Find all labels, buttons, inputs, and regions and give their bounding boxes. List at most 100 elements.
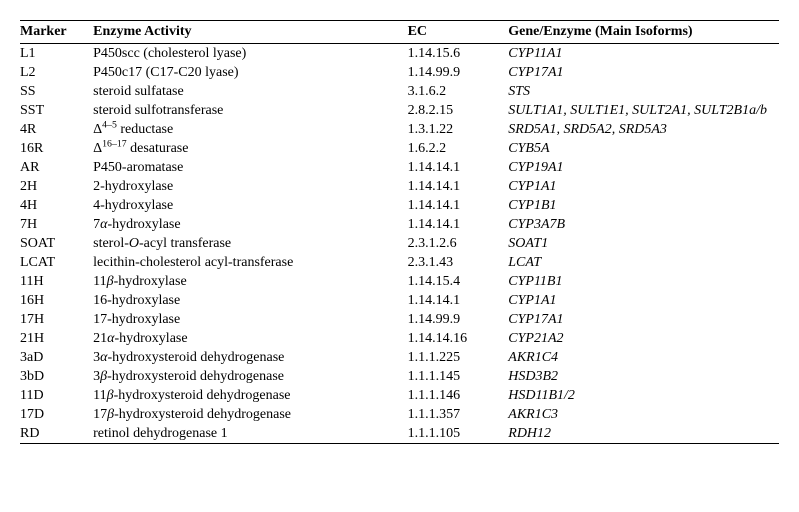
cell-marker: RD bbox=[20, 424, 93, 444]
cell-gene: CYP1A1 bbox=[508, 177, 779, 196]
cell-ec: 1.1.1.145 bbox=[408, 367, 509, 386]
cell-gene: CYP19A1 bbox=[508, 158, 779, 177]
cell-ec: 1.1.1.105 bbox=[408, 424, 509, 444]
cell-gene: AKR1C4 bbox=[508, 348, 779, 367]
cell-activity: P450scc (cholesterol lyase) bbox=[93, 44, 407, 64]
cell-gene: CYP17A1 bbox=[508, 63, 779, 82]
table-row: ARP450-aromatase1.14.14.1CYP19A1 bbox=[20, 158, 779, 177]
cell-marker: 21H bbox=[20, 329, 93, 348]
cell-gene: HSD3B2 bbox=[508, 367, 779, 386]
table-row: SSTsteroid sulfotransferase2.8.2.15SULT1… bbox=[20, 101, 779, 120]
cell-activity: 11β-hydroxysteroid dehydrogenase bbox=[93, 386, 407, 405]
cell-marker: 11H bbox=[20, 272, 93, 291]
cell-ec: 1.14.14.16 bbox=[408, 329, 509, 348]
cell-ec: 1.14.14.1 bbox=[408, 177, 509, 196]
cell-activity: Δ4–5 reductase bbox=[93, 120, 407, 139]
cell-activity: retinol dehydrogenase 1 bbox=[93, 424, 407, 444]
cell-activity: 17β-hydroxysteroid dehydrogenase bbox=[93, 405, 407, 424]
col-ec: EC bbox=[408, 21, 509, 44]
table-row: 3aD3α-hydroxysteroid dehydrogenase1.1.1.… bbox=[20, 348, 779, 367]
table-row: 3bD3β-hydroxysteroid dehydrogenase1.1.1.… bbox=[20, 367, 779, 386]
cell-ec: 3.1.6.2 bbox=[408, 82, 509, 101]
cell-gene: AKR1C3 bbox=[508, 405, 779, 424]
cell-activity: 16-hydroxylase bbox=[93, 291, 407, 310]
cell-marker: L2 bbox=[20, 63, 93, 82]
cell-ec: 1.3.1.22 bbox=[408, 120, 509, 139]
cell-activity: 21α-hydroxylase bbox=[93, 329, 407, 348]
cell-activity: lecithin-cholesterol acyl-transferase bbox=[93, 253, 407, 272]
cell-marker: 7H bbox=[20, 215, 93, 234]
cell-gene: SOAT1 bbox=[508, 234, 779, 253]
cell-ec: 1.14.14.1 bbox=[408, 196, 509, 215]
cell-activity: steroid sulfatase bbox=[93, 82, 407, 101]
cell-ec: 1.1.1.146 bbox=[408, 386, 509, 405]
table-row: 21H21α-hydroxylase1.14.14.16CYP21A2 bbox=[20, 329, 779, 348]
cell-ec: 2.3.1.43 bbox=[408, 253, 509, 272]
cell-activity: 3α-hydroxysteroid dehydrogenase bbox=[93, 348, 407, 367]
table-row: LCATlecithin-cholesterol acyl-transferas… bbox=[20, 253, 779, 272]
cell-ec: 2.8.2.15 bbox=[408, 101, 509, 120]
cell-ec: 1.1.1.225 bbox=[408, 348, 509, 367]
cell-marker: 17H bbox=[20, 310, 93, 329]
table-row: 4H4-hydroxylase1.14.14.1CYP1B1 bbox=[20, 196, 779, 215]
cell-marker: 16R bbox=[20, 139, 93, 158]
table-row: 11H11β-hydroxylase1.14.15.4CYP11B1 bbox=[20, 272, 779, 291]
cell-ec: 1.14.14.1 bbox=[408, 215, 509, 234]
cell-marker: LCAT bbox=[20, 253, 93, 272]
cell-marker: 16H bbox=[20, 291, 93, 310]
cell-activity: steroid sulfotransferase bbox=[93, 101, 407, 120]
cell-ec: 1.14.99.9 bbox=[408, 63, 509, 82]
table-row: 7H7α-hydroxylase1.14.14.1CYP3A7B bbox=[20, 215, 779, 234]
col-marker: Marker bbox=[20, 21, 93, 44]
table-row: L2P450c17 (C17-C20 lyase)1.14.99.9CYP17A… bbox=[20, 63, 779, 82]
cell-activity: sterol-O-acyl transferase bbox=[93, 234, 407, 253]
cell-gene: CYB5A bbox=[508, 139, 779, 158]
table-row: SOATsterol-O-acyl transferase2.3.1.2.6SO… bbox=[20, 234, 779, 253]
cell-gene: RDH12 bbox=[508, 424, 779, 444]
cell-gene: STS bbox=[508, 82, 779, 101]
cell-marker: 4H bbox=[20, 196, 93, 215]
cell-marker: SST bbox=[20, 101, 93, 120]
cell-ec: 2.3.1.2.6 bbox=[408, 234, 509, 253]
cell-ec: 1.14.14.1 bbox=[408, 158, 509, 177]
cell-marker: 17D bbox=[20, 405, 93, 424]
table-header-row: Marker Enzyme Activity EC Gene/Enzyme (M… bbox=[20, 21, 779, 44]
table-row: 11D11β-hydroxysteroid dehydrogenase1.1.1… bbox=[20, 386, 779, 405]
cell-gene: CYP21A2 bbox=[508, 329, 779, 348]
cell-marker: 3bD bbox=[20, 367, 93, 386]
cell-ec: 1.14.99.9 bbox=[408, 310, 509, 329]
table-row: SSsteroid sulfatase3.1.6.2STS bbox=[20, 82, 779, 101]
cell-marker: SOAT bbox=[20, 234, 93, 253]
cell-gene: SULT1A1, SULT1E1, SULT2A1, SULT2B1a/b bbox=[508, 101, 779, 120]
cell-activity: P450c17 (C17-C20 lyase) bbox=[93, 63, 407, 82]
col-gene: Gene/Enzyme (Main Isoforms) bbox=[508, 21, 779, 44]
cell-gene: CYP1A1 bbox=[508, 291, 779, 310]
cell-ec: 1.6.2.2 bbox=[408, 139, 509, 158]
table-row: 16RΔ16–17 desaturase1.6.2.2CYB5A bbox=[20, 139, 779, 158]
cell-gene: CYP1B1 bbox=[508, 196, 779, 215]
table-row: 17H17-hydroxylase1.14.99.9CYP17A1 bbox=[20, 310, 779, 329]
cell-gene: SRD5A1, SRD5A2, SRD5A3 bbox=[508, 120, 779, 139]
table-row: 4RΔ4–5 reductase1.3.1.22SRD5A1, SRD5A2, … bbox=[20, 120, 779, 139]
cell-gene: CYP11A1 bbox=[508, 44, 779, 64]
cell-marker: 11D bbox=[20, 386, 93, 405]
cell-marker: 3aD bbox=[20, 348, 93, 367]
cell-activity: Δ16–17 desaturase bbox=[93, 139, 407, 158]
cell-marker: 2H bbox=[20, 177, 93, 196]
cell-activity: 11β-hydroxylase bbox=[93, 272, 407, 291]
cell-ec: 1.1.1.357 bbox=[408, 405, 509, 424]
table-row: 2H2-hydroxylase1.14.14.1CYP1A1 bbox=[20, 177, 779, 196]
cell-activity: 7α-hydroxylase bbox=[93, 215, 407, 234]
cell-activity: 4-hydroxylase bbox=[93, 196, 407, 215]
col-activity: Enzyme Activity bbox=[93, 21, 407, 44]
cell-ec: 1.14.15.6 bbox=[408, 44, 509, 64]
table-row: 16H16-hydroxylase1.14.14.1CYP1A1 bbox=[20, 291, 779, 310]
cell-ec: 1.14.14.1 bbox=[408, 291, 509, 310]
enzyme-table: Marker Enzyme Activity EC Gene/Enzyme (M… bbox=[20, 20, 779, 444]
cell-ec: 1.14.15.4 bbox=[408, 272, 509, 291]
cell-marker: 4R bbox=[20, 120, 93, 139]
cell-gene: CYP11B1 bbox=[508, 272, 779, 291]
table-row: RDretinol dehydrogenase 11.1.1.105RDH12 bbox=[20, 424, 779, 444]
table-body: L1P450scc (cholesterol lyase)1.14.15.6CY… bbox=[20, 44, 779, 444]
cell-gene: HSD11B1/2 bbox=[508, 386, 779, 405]
